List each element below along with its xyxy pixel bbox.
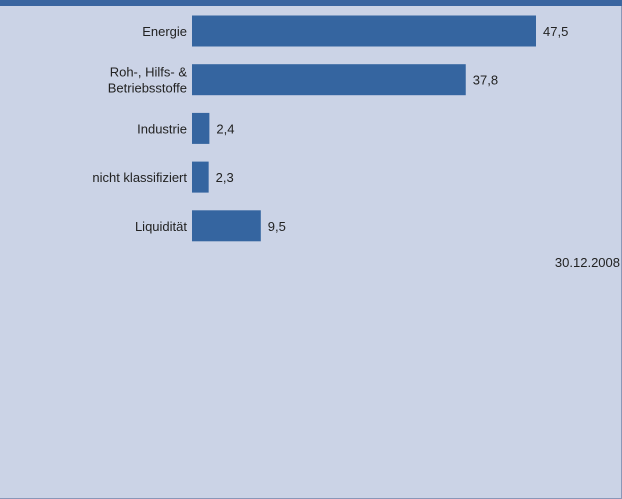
category-label-line: Industrie	[137, 121, 187, 136]
bar-2	[192, 112, 210, 144]
category-label-line: nicht klassifiziert	[92, 170, 187, 185]
category-label-line: Roh-, Hilfs- &	[110, 65, 188, 80]
value-label-2: 2,4	[216, 121, 234, 136]
value-label-4: 9,5	[268, 219, 286, 234]
bars-group	[192, 15, 536, 242]
value-label-1: 37,8	[473, 73, 498, 88]
bar-1	[192, 64, 466, 96]
value-label-0: 47,5	[543, 24, 568, 39]
category-label-line: Energie	[142, 24, 187, 39]
value-labels-group: 47,5 37,8 2,4 2,3 9,5	[216, 24, 569, 234]
category-labels-group: Energie Roh-, Hilfs- & Betriebsstoffe Indus…	[92, 24, 187, 234]
category-label-1: Roh-, Hilfs- & Betriebsstoffe	[108, 65, 188, 96]
bar-3	[192, 161, 209, 193]
bar-4	[192, 210, 261, 242]
category-label-3: nicht klassifiziert	[92, 170, 187, 185]
value-label-3: 2,3	[216, 170, 234, 185]
category-label-line: Liquidität	[135, 219, 187, 234]
category-label-4: Liquidität	[135, 219, 187, 234]
date-label: 30.12.2008	[555, 255, 620, 270]
category-label-2: Industrie	[137, 121, 187, 136]
chart-header-bar	[0, 0, 622, 6]
bar-0	[192, 15, 536, 47]
category-label-0: Energie	[142, 24, 187, 39]
category-label-line: Betriebsstoffe	[108, 81, 187, 96]
